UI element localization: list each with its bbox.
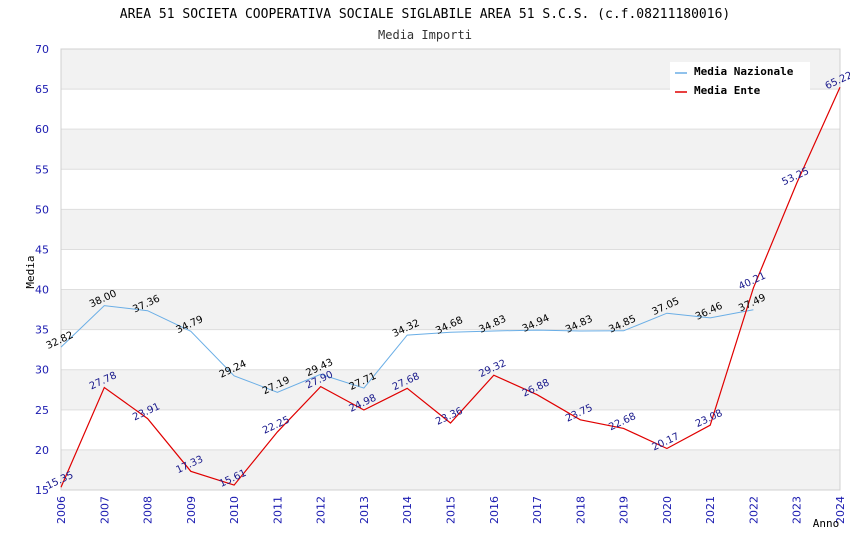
x-tick-label: 2022 [747,496,760,524]
y-tick-label: 15 [35,484,49,497]
x-tick-label: 2018 [574,496,587,524]
chart-subtitle: Media Importi [378,28,472,42]
grid-band [61,129,840,170]
legend-label-media-nazionale: Media Nazionale [694,65,794,78]
x-tick-label: 2020 [661,496,674,524]
y-tick-label: 35 [35,324,49,337]
y-axis-label: Media [24,255,37,288]
grid-band [61,449,840,490]
series-layer [60,87,841,488]
x-tick-label: 2024 [834,496,847,524]
y-tick-label: 30 [35,364,49,377]
y-tick-label: 65 [35,83,49,96]
x-tick-label: 2010 [228,496,241,524]
x-axis-label: Anno [813,517,840,530]
x-tick-label: 2008 [142,496,155,524]
x-axis-ticks: 2006 2007 2008 2009 2010 2011 2012 2013 2014 2015… [55,496,847,524]
legend: Media Nazionale Media Ente [670,62,810,100]
x-tick-label: 2015 [445,496,458,524]
chart-title: AREA 51 SOCIETA COOPERATIVA SOCIALE SIGL… [120,7,730,22]
x-tick-label: 2007 [98,496,111,524]
x-tick-label: 2014 [401,496,414,524]
x-tick-label: 2012 [315,496,328,524]
grid-band [61,289,840,330]
y-tick-label: 45 [35,243,49,256]
series-line-media-nazionale [60,305,754,393]
x-tick-label: 2016 [488,496,501,524]
x-tick-label: 2009 [185,496,198,524]
legend-box [670,62,810,100]
y-tick-label: 20 [35,444,49,457]
x-tick-label: 2021 [704,496,717,524]
y-tick-label: 25 [35,404,49,417]
x-tick-label: 2023 [791,496,804,524]
y-tick-label: 55 [35,163,49,176]
series-line-media-ente [60,87,841,488]
y-axis-ticks: 15 20 25 30 35 40 45 50 55 60 65 70 [35,43,49,497]
x-tick-label: 2006 [55,496,68,524]
x-tick-label: 2017 [531,496,544,524]
grid-band [61,209,840,250]
x-tick-label: 2011 [271,496,284,524]
data-label-nazionale: 32.82 [45,330,76,352]
plot-area-border [60,48,841,491]
x-tick-label: 2019 [618,496,631,524]
grid-bands [60,48,841,491]
data-label-ente: 23.08 [694,408,725,430]
y-tick-label: 70 [35,43,49,56]
grid-band [61,369,840,410]
data-label-ente: 22.68 [607,411,638,433]
y-tick-label: 60 [35,123,49,136]
y-tick-label: 50 [35,203,49,216]
x-tick-label: 2013 [358,496,371,524]
y-tick-label: 40 [35,284,49,297]
legend-label-media-ente: Media Ente [694,84,761,97]
